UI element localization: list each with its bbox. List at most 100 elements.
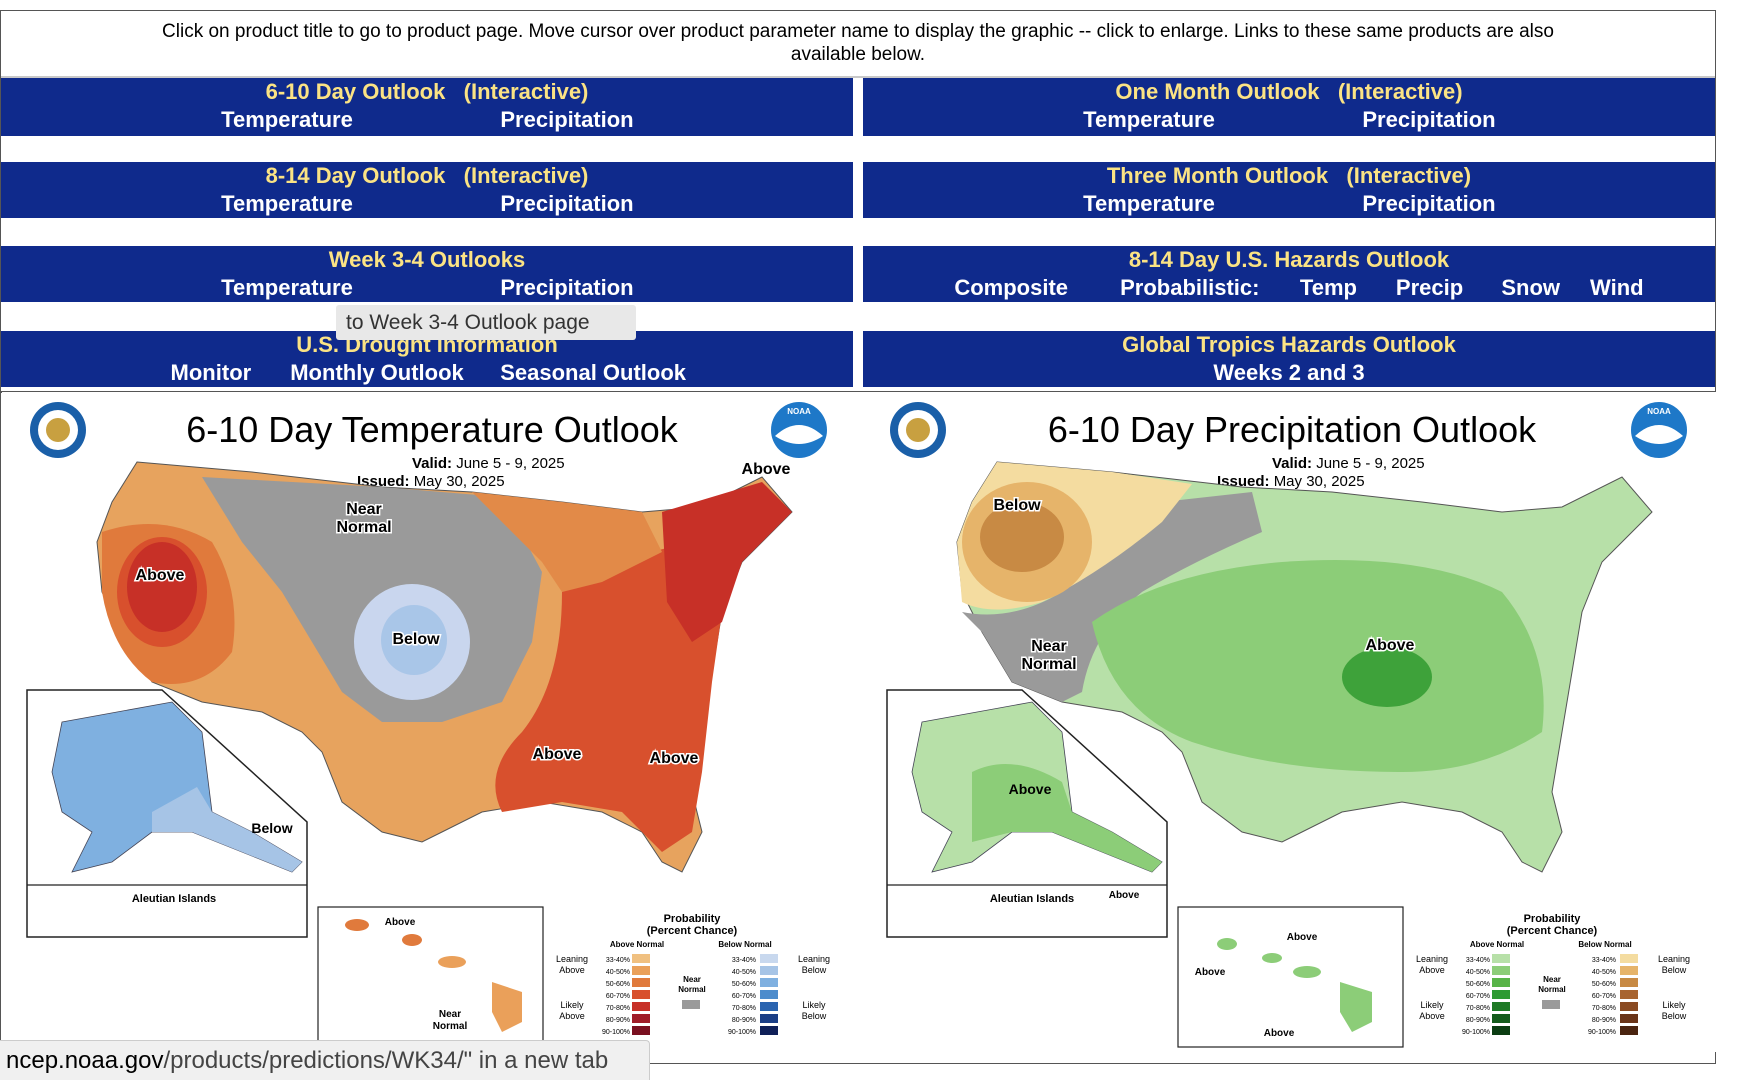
legend-swatch-above-2 [632, 978, 650, 987]
temp-legend-title-2: (Percent Chance) [647, 925, 738, 937]
hawaii-inset: Above Above Above [1177, 906, 1404, 1048]
legend-range-above-3: 60-70% [606, 993, 630, 1000]
status-bar-link-preview: ncep.noaa.gov/products/predictions/WK34/… [0, 1040, 650, 1080]
link-one-month-precipitation[interactable]: Precipitation [1362, 107, 1496, 132]
precip-legend-leaning-below-2: Below [1662, 965, 1687, 975]
link-one-month-interactive[interactable]: (Interactive) [1337, 79, 1463, 104]
link-hazards-precip[interactable]: Precip [1395, 275, 1464, 300]
link-three-month-outlook[interactable]: Three Month Outlook [1106, 163, 1329, 188]
temperature-outlook-map[interactable]: NOAA 6-10 Day Temperature Outlook Valid:… [2, 392, 862, 1052]
legend-swatch-below-2 [760, 978, 778, 987]
legend-swatch-above-0 [1492, 954, 1510, 963]
doc-seal-icon [890, 402, 946, 458]
legend-range-above-0: 33-40% [606, 957, 630, 964]
legend-range-below-6: 90-100% [728, 1029, 756, 1036]
legend-range-below-2: 50-60% [1592, 981, 1616, 988]
temp-legend-leaning-below-1: Leaning [798, 954, 830, 964]
link-6-10-precipitation[interactable]: Precipitation [500, 107, 634, 132]
intro-text: Click on product title to go to product … [8, 20, 1708, 66]
precip-aleutian-label: Aleutian Islands [990, 893, 1074, 905]
link-drought-seasonal[interactable]: Seasonal Outlook [500, 360, 687, 385]
temp-legend-above-head: Above Normal [610, 940, 664, 949]
precip-legend-below-head: Below Normal [1578, 940, 1631, 949]
alaska-inset: Above Aleutian Islands Above [886, 689, 1168, 938]
link-hazards-outlook[interactable]: 8-14 Day U.S. Hazards Outlook [1128, 247, 1450, 272]
link-8-14-temperature[interactable]: Temperature [221, 191, 353, 216]
link-hazards-wind[interactable]: Wind [1590, 275, 1644, 300]
temp-label-above-fl: Above [650, 750, 699, 767]
doc-seal-icon [30, 402, 86, 458]
svg-text:NOAA: NOAA [787, 407, 811, 416]
legend-swatch-below-1 [760, 966, 778, 975]
temp-map-title: 6-10 Day Temperature Outlook [186, 409, 679, 450]
link-6-10-temperature[interactable]: Temperature [221, 107, 353, 132]
svg-text:Valid: June 5 - 9, 2025: Valid: June 5 - 9, 2025 [1272, 455, 1425, 472]
temp-legend-leaning-above-1: Leaning [556, 954, 588, 964]
link-8-14-day-outlook[interactable]: 8-14 Day Outlook [265, 163, 446, 188]
temp-label-below: Below [392, 631, 440, 648]
temp-legend-leaning-below-2: Below [802, 965, 827, 975]
legend-swatch-above-6 [632, 1026, 650, 1035]
legend-range-below-0: 33-40% [1592, 957, 1616, 964]
legend-range-above-6: 90-100% [602, 1029, 630, 1036]
legend-range-below-3: 60-70% [732, 993, 756, 1000]
link-one-month-temperature[interactable]: Temperature [1083, 107, 1215, 132]
link-hazards-temp[interactable]: Temp [1299, 275, 1357, 300]
link-week-3-4-outlooks[interactable]: Week 3-4 Outlooks [328, 247, 526, 272]
link-hazards-composite[interactable]: Composite [954, 275, 1069, 300]
legend-swatch-below-4 [1620, 1002, 1638, 1011]
precip-legend-likely-below-2: Below [1662, 1011, 1687, 1021]
legend-swatch-above-4 [1492, 1002, 1510, 1011]
temp-legend-title-1: Probability [664, 913, 722, 925]
legend-swatch-below-6 [1620, 1026, 1638, 1035]
nav-8-14-day: 8-14 Day Outlook (Interactive) Temperatu… [1, 162, 853, 218]
link-8-14-interactive[interactable]: (Interactive) [463, 163, 589, 188]
link-8-14-precipitation[interactable]: Precipitation [500, 191, 634, 216]
legend-swatch-below-3 [760, 990, 778, 999]
link-hazards-snow[interactable]: Snow [1501, 275, 1561, 300]
legend-range-above-0: 33-40% [1466, 957, 1490, 964]
temp-label-above-west: Above [136, 567, 185, 584]
link-three-month-temperature[interactable]: Temperature [1083, 191, 1215, 216]
legend-range-below-2: 50-60% [732, 981, 756, 988]
legend-range-above-2: 50-60% [606, 981, 630, 988]
precip-valid-label: Valid: [1272, 455, 1312, 472]
link-6-10-day-outlook[interactable]: 6-10 Day Outlook [265, 79, 446, 104]
legend-range-below-4: 70-80% [732, 1005, 756, 1012]
precip-label-above-center: Above [1366, 637, 1415, 654]
legend-swatch-above-3 [632, 990, 650, 999]
legend-swatch-below-3 [1620, 990, 1638, 999]
link-week-3-4-precipitation[interactable]: Precipitation [500, 275, 634, 300]
precip-label-hawaii-above-3: Above [1264, 1028, 1295, 1039]
link-week-3-4-temperature[interactable]: Temperature [221, 275, 353, 300]
nav-drought: U.S. Drought Information Monitor Monthly… [1, 331, 853, 387]
link-tooltip: to Week 3-4 Outlook page [336, 305, 636, 340]
link-6-10-interactive[interactable]: (Interactive) [463, 79, 589, 104]
link-one-month-outlook[interactable]: One Month Outlook [1115, 79, 1320, 104]
legend-swatch-above-2 [1492, 978, 1510, 987]
temp-legend-leaning-above-2: Above [559, 965, 585, 975]
temp-label-above-ne: Above [742, 461, 791, 478]
precip-label-hawaii-above-2: Above [1287, 932, 1318, 943]
link-drought-monthly[interactable]: Monthly Outlook [290, 360, 464, 385]
precip-legend-likely-above-2: Above [1419, 1011, 1445, 1021]
noaa-logo-icon: NOAA [1631, 402, 1687, 458]
temp-issued-date: May 30, 2025 [414, 473, 505, 490]
temp-label-hawaii-near-2: Normal [433, 1021, 468, 1032]
link-global-tropics[interactable]: Global Tropics Hazards Outlook [1122, 332, 1456, 357]
link-drought-monitor[interactable]: Monitor [170, 360, 252, 385]
svg-text:Valid: June 5 - 9, 2025: Valid: June 5 - 9, 2025 [412, 455, 565, 472]
legend-range-below-3: 60-70% [1592, 993, 1616, 1000]
temp-label-hawaii-near-1: Near [439, 1009, 461, 1020]
temp-legend-below-head: Below Normal [718, 940, 771, 949]
temp-legend-near-1: Near [683, 975, 701, 984]
link-three-month-interactive[interactable]: (Interactive) [1346, 163, 1472, 188]
legend-swatch-above-5 [1492, 1014, 1510, 1023]
precip-legend-likely-above-1: Likely [1420, 1000, 1444, 1010]
precip-legend: Probability (Percent Chance) Above Norma… [1416, 913, 1690, 1036]
legend-swatch-below-4 [760, 1002, 778, 1011]
link-tropics-weeks[interactable]: Weeks 2 and 3 [1213, 360, 1365, 385]
temp-legend-near-2: Normal [678, 985, 706, 994]
link-three-month-precipitation[interactable]: Precipitation [1362, 191, 1496, 216]
precipitation-outlook-map[interactable]: NOAA 6-10 Day Precipitation Outlook Vali… [862, 392, 1722, 1052]
